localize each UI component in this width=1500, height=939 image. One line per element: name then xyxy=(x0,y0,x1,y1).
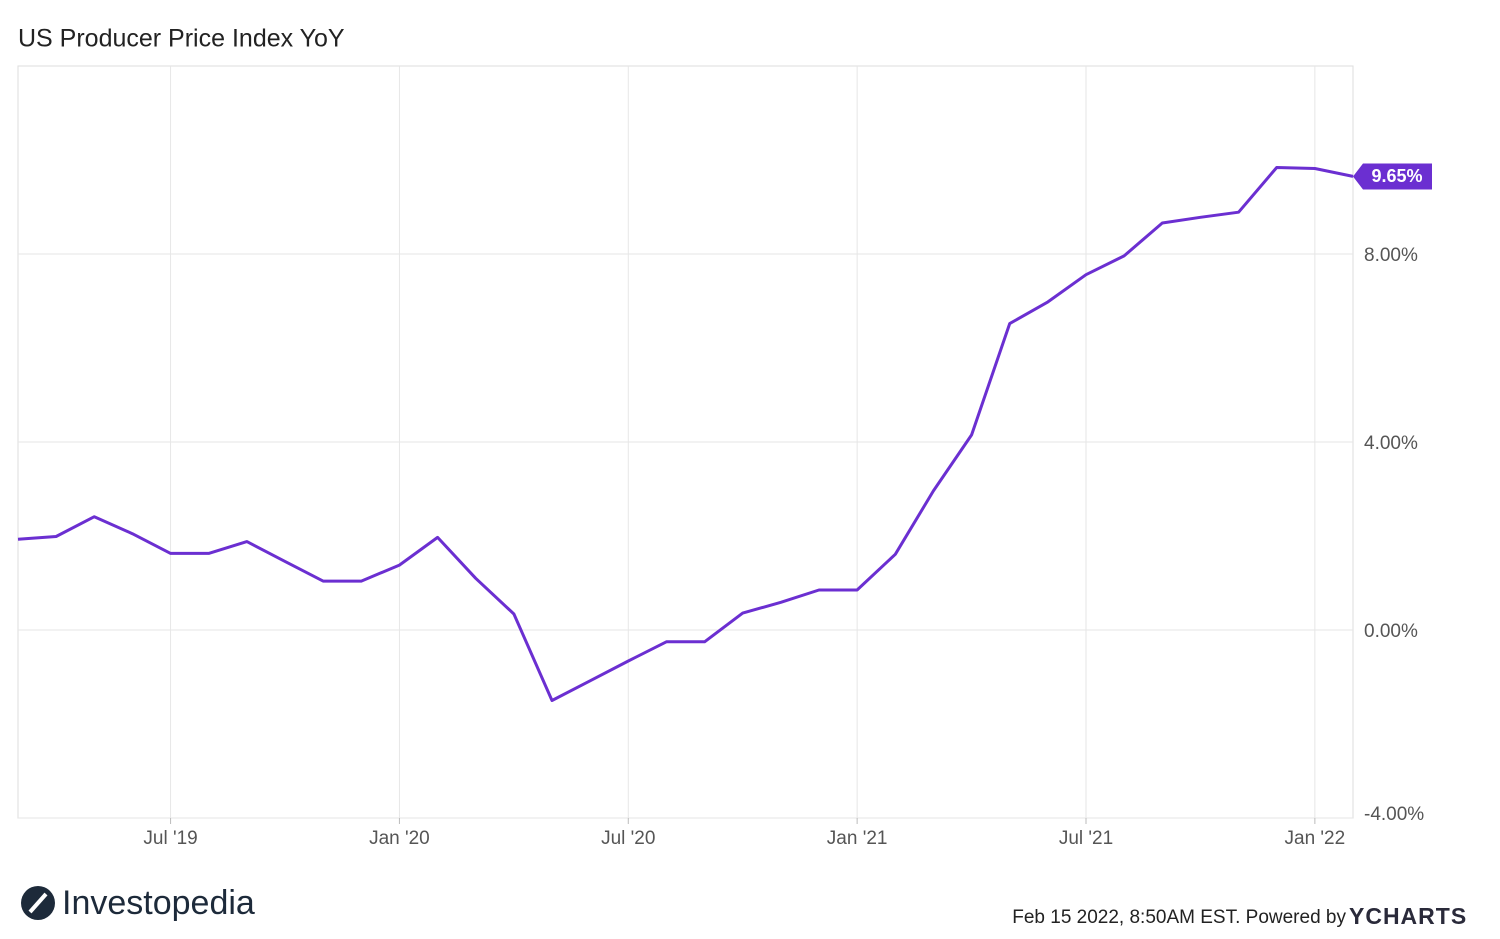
logo-icon-mark xyxy=(28,892,48,914)
x-tick-label: Jan '22 xyxy=(1285,828,1346,849)
x-tick-label: Jan '21 xyxy=(827,828,888,849)
x-tick-label: Jul '19 xyxy=(143,828,197,849)
series-line xyxy=(17,166,1354,702)
value-badge xyxy=(1353,163,1432,190)
y-tick-label: 0.00% xyxy=(1364,621,1418,642)
footer-text: Feb 15 2022, 8:50AM EST. Powered by xyxy=(1012,907,1346,928)
y-tick-label: 4.00% xyxy=(1364,433,1418,454)
logo: Investopedia xyxy=(21,884,255,922)
x-tick-label: Jan '20 xyxy=(369,828,430,849)
footer-logo: YCHARTS xyxy=(1349,903,1467,929)
x-tick-label: Jul '20 xyxy=(601,828,655,849)
y-tick-label: 8.00% xyxy=(1364,245,1418,266)
x-tick-label: Jul '21 xyxy=(1059,828,1113,849)
value-label: 9.65% xyxy=(1371,166,1422,186)
logo-text: Investopedia xyxy=(62,884,255,922)
y-tick-label: -4.00% xyxy=(1364,804,1424,825)
chart-title: US Producer Price Index YoY xyxy=(18,25,345,53)
